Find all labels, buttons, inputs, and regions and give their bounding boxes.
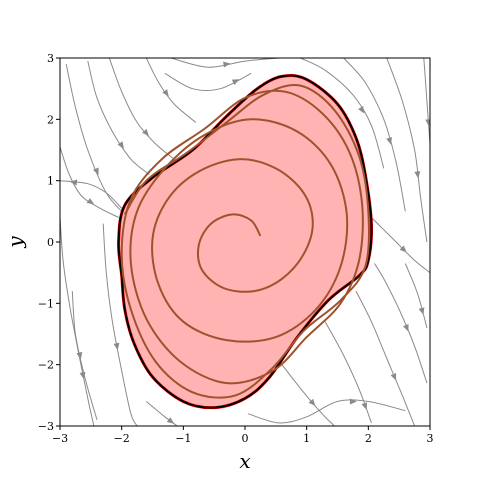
y-tick-label: 2 xyxy=(47,113,54,126)
streamline-arrow-17 xyxy=(418,307,425,315)
streamline-arrow-19 xyxy=(361,402,368,410)
spiral-trajectory xyxy=(120,83,371,399)
streamline-arrow-12 xyxy=(358,105,365,114)
streamline-22 xyxy=(145,401,178,426)
streamline-18 xyxy=(355,290,416,426)
x-tick-label: 1 xyxy=(303,432,310,445)
streamline-15 xyxy=(423,58,430,144)
streamline-7 xyxy=(60,217,95,426)
streamline-arrow-14 xyxy=(414,171,421,179)
x-tick-label: 2 xyxy=(365,432,372,445)
streamline-arrow-9 xyxy=(76,351,83,360)
streamline-12 xyxy=(300,58,385,169)
y-axis-label: y xyxy=(3,236,27,249)
streamline-14 xyxy=(386,58,428,243)
streamline-arrow-8 xyxy=(113,342,120,351)
streamline-arrow-4 xyxy=(142,128,149,137)
streamline-16 xyxy=(374,263,428,384)
streamline-2 xyxy=(65,63,126,215)
y-tick-label: −2 xyxy=(38,359,54,372)
x-tick-label: 3 xyxy=(427,432,434,445)
x-axis-ticks: −3 −2 −1 0 1 2 3 xyxy=(52,426,434,445)
streamline-arrow-20 xyxy=(308,398,316,407)
y-tick-label: 3 xyxy=(47,52,54,65)
y-tick-label: −3 xyxy=(38,420,54,433)
limit-cycle-curve xyxy=(117,74,373,409)
streamline-4 xyxy=(108,58,175,160)
streamline-arrow-18 xyxy=(390,372,397,381)
streamline-arrow-22 xyxy=(166,417,175,424)
x-tick-label: −1 xyxy=(175,432,191,445)
streamline-arrow-11 xyxy=(231,79,240,86)
streamline-arrow-2 xyxy=(93,167,99,176)
streamline-3 xyxy=(87,60,150,175)
streamline-arrow-13 xyxy=(386,137,392,145)
streamline-arrow-23 xyxy=(399,245,407,253)
streamline-arrow-5 xyxy=(162,89,169,97)
streamline-6 xyxy=(60,146,119,218)
streamline-arrow-24 xyxy=(69,179,78,186)
streamline-17 xyxy=(404,263,428,329)
streamline-21 xyxy=(247,399,406,424)
y-tick-label: 0 xyxy=(47,236,54,249)
x-tick-label: −2 xyxy=(114,432,130,445)
x-tick-label: 0 xyxy=(242,432,249,445)
streamline-arrow-6 xyxy=(86,197,95,205)
y-tick-label: −1 xyxy=(38,297,54,310)
streamline-13 xyxy=(343,58,406,212)
streamlines xyxy=(60,58,430,426)
streamline-arrow-16 xyxy=(402,323,409,332)
y-axis-ticks: −3 −2 −1 0 1 2 3 xyxy=(38,52,60,433)
x-axis-label: x xyxy=(239,449,250,473)
streamline-arrow-21 xyxy=(349,398,357,405)
y-tick-label: 1 xyxy=(47,175,54,188)
streamline-arrow-10 xyxy=(223,61,231,68)
trajectories xyxy=(117,74,373,409)
streamline-arrow-3 xyxy=(117,141,124,149)
x-tick-label: −3 xyxy=(52,432,68,445)
